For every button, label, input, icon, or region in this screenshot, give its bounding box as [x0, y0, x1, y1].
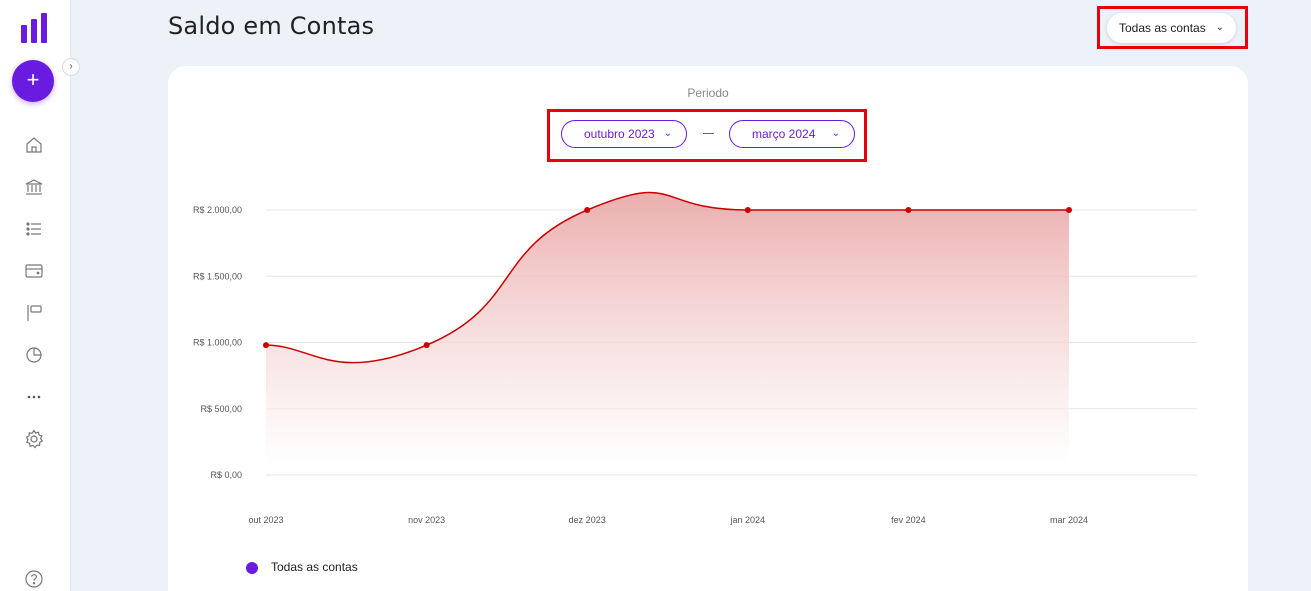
data-point [263, 342, 269, 349]
page-title: Saldo em Contas [168, 12, 375, 40]
highlight-box-account [1097, 6, 1248, 49]
balance-area-chart: R$ 0,00 R$ 500,00 R$ 1.000,00 R$ 1.500,00 R$… [193, 191, 1197, 525]
period-label: Periodo [687, 86, 729, 100]
legend-label: Todas as contas [271, 560, 358, 574]
y-tick-label: R$ 1.000,00 [193, 338, 242, 348]
x-tick-label: dez 2023 [569, 515, 606, 525]
home-icon[interactable] [23, 134, 45, 156]
period-start-select[interactable]: outubro 2023 ⌄ [561, 120, 687, 148]
chevron-down-icon: ⌄ [831, 128, 840, 139]
list-icon[interactable] [23, 218, 45, 240]
data-point [1066, 207, 1072, 213]
data-point [423, 342, 430, 349]
period-separator [703, 133, 714, 134]
settings-icon[interactable] [23, 428, 45, 450]
x-tick-label: mar 2024 [1050, 515, 1088, 525]
bank-icon[interactable] [23, 176, 45, 198]
x-tick-label: out 2023 [248, 515, 283, 525]
period-start-label: outubro 2023 [584, 127, 655, 141]
x-tick-label: jan 2024 [730, 515, 766, 525]
period-end-select[interactable]: março 2024 ⌄ [729, 120, 855, 148]
help-icon[interactable] [23, 568, 45, 590]
account-select-label: Todas as contas [1119, 21, 1206, 35]
legend-dot [246, 562, 258, 574]
y-tick-label: R$ 1.500,00 [193, 271, 242, 281]
account-select[interactable]: Todas as contas ⌄ [1107, 13, 1236, 43]
highlight-box-period [547, 109, 867, 162]
period-end-label: março 2024 [752, 127, 816, 141]
app-logo[interactable] [21, 13, 47, 43]
data-point [905, 207, 912, 213]
wallet-icon[interactable] [23, 260, 45, 282]
data-point [744, 207, 751, 213]
chevron-down-icon: ⌄ [663, 128, 672, 139]
chart-card: Periodo outubro 2023 ⌄ março 2024 ⌄ R$ 0… [168, 66, 1248, 591]
x-tick-label: nov 2023 [408, 515, 445, 525]
y-tick-label: R$ 500,00 [200, 404, 242, 414]
sidebar: + [0, 0, 71, 591]
more-icon[interactable] [23, 386, 45, 408]
chevron-down-icon: ⌄ [1215, 22, 1224, 33]
y-tick-label: R$ 2.000,00 [193, 205, 242, 215]
data-point [584, 207, 591, 213]
sidebar-collapse-button[interactable]: › [62, 58, 80, 76]
x-tick-label: fev 2024 [891, 515, 926, 525]
series-area [266, 192, 1069, 465]
y-tick-label: R$ 0,00 [210, 470, 242, 480]
pie-chart-icon[interactable] [23, 344, 45, 366]
flag-icon[interactable] [23, 302, 45, 324]
add-button[interactable]: + [12, 60, 54, 102]
